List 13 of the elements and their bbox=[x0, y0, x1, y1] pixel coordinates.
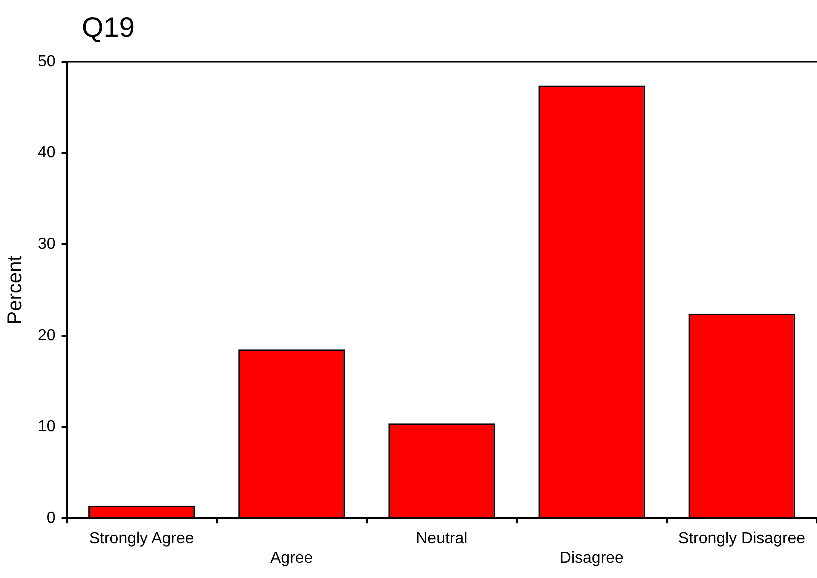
chart-title: Q19 bbox=[82, 12, 135, 44]
x-tick-label: Strongly Disagree bbox=[678, 530, 806, 548]
y-tick-label: 20 bbox=[38, 327, 56, 344]
y-tick-label: 10 bbox=[38, 418, 56, 436]
y-tick-label: 30 bbox=[38, 236, 56, 254]
x-tick-label: Agree bbox=[270, 550, 314, 567]
x-tick-label: Strongly Agree bbox=[89, 530, 194, 548]
x-tick-label: Disagree bbox=[560, 550, 624, 567]
y-tick-label: 0 bbox=[46, 510, 56, 528]
y-axis-title: Percent bbox=[4, 255, 27, 325]
x-tick-label: Neutral bbox=[416, 530, 468, 548]
y-tick-label: 40 bbox=[38, 144, 56, 162]
y-tick-label: 50 bbox=[38, 53, 56, 70]
